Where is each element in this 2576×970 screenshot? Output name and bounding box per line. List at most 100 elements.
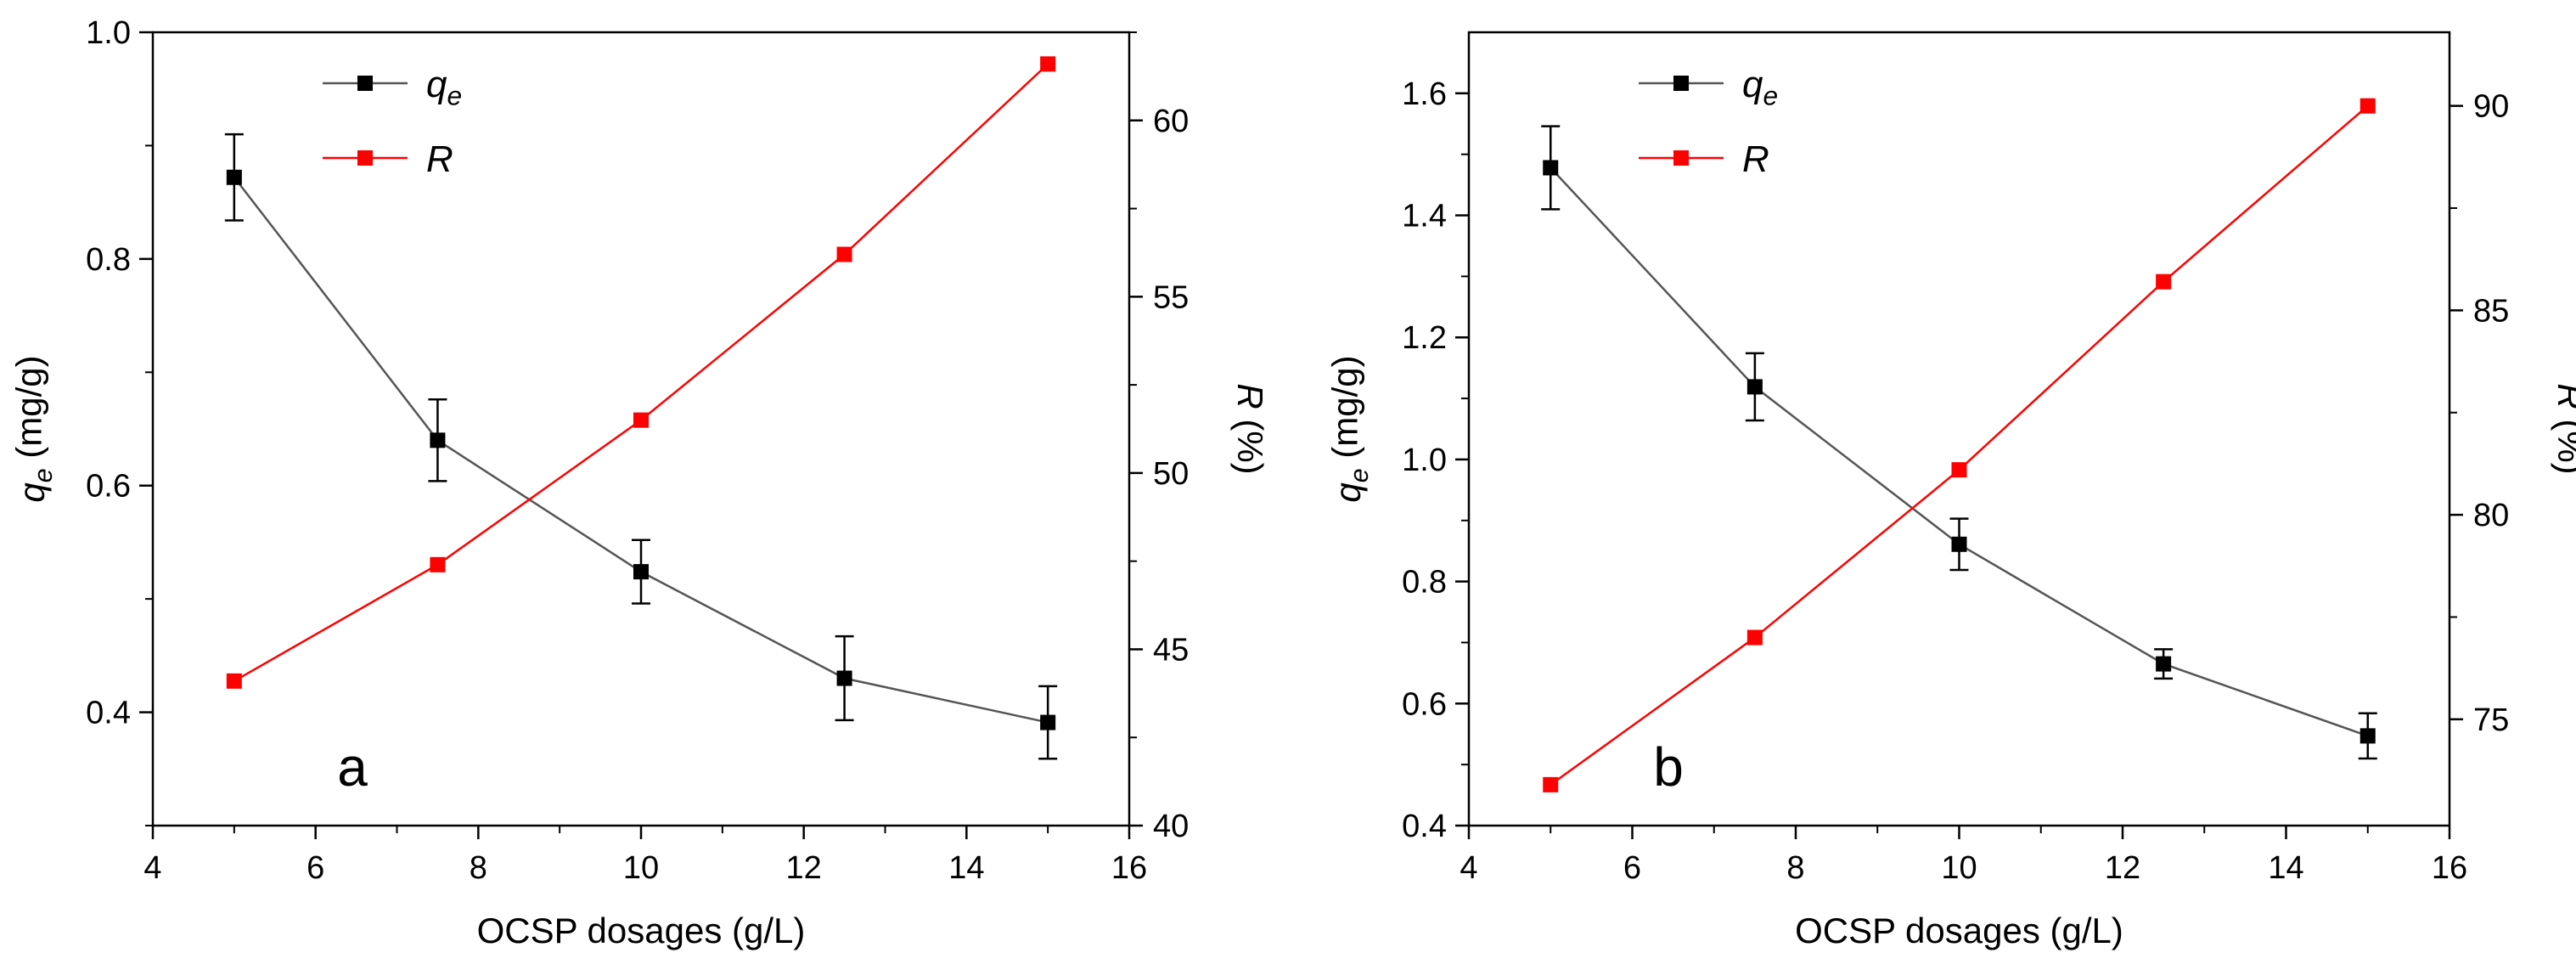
y2-tick-label: 80 [2473,498,2509,533]
legend-label-qe: qe [426,64,462,111]
plot-frame [1467,31,2451,827]
series-line [1550,104,2369,786]
legend-marker-R [1673,150,1689,166]
legend-label-qe-subscript: e [447,81,462,111]
y2-tick-label: 45 [1153,632,1189,668]
panel-a: 4 6 8 10 12 14 16 0.4 0.6 0.8 1.0 40 45 50 55 60 OCSP do… [8,15,1270,950]
data-point [2359,728,2376,744]
y2-tick-label: 60 [1153,104,1189,139]
series-R [226,56,1056,689]
x-tick-label: 10 [623,850,659,886]
y-tick-label: 1.6 [1402,76,1447,112]
legend-label-R-symbol: R [426,138,453,180]
data-point [1040,714,1056,730]
y2-axis-title-symbol: R [2551,383,2576,409]
panel-label: b [1653,736,1684,798]
data-point [1543,160,1559,176]
y-axis-title: qe (mg/g) [8,355,58,502]
legend-marker-R [357,150,373,166]
y-axis-title-units: (mg/g) [1325,355,1364,468]
data-point [430,556,446,572]
y-tick-label: 0.6 [1402,686,1447,722]
legend-label-qe-subscript: e [1763,81,1778,111]
x-tick-label: 16 [1111,850,1147,886]
x-tick-label: 14 [2268,850,2303,886]
legend-marker-qe [1673,76,1689,91]
panel-label: a [337,736,368,798]
legend-label-qe-symbol: q [1742,64,1763,105]
legend-label-R: R [426,138,453,180]
y-tick-label: 0.6 [86,469,131,505]
x-tick-label: 8 [1786,850,1804,886]
x-tick-label: 6 [1623,850,1641,886]
data-point [633,564,649,580]
y-axis-title-subscript: e [1346,468,1374,482]
x-tick-label: 10 [1941,850,1977,886]
x-tick-label: 4 [1460,850,1477,886]
y-axis-title-subscript: e [30,468,58,482]
panel-b: 4 6 8 10 12 14 16 0.4 0.6 0.8 1.0 1.2 1.4 1.6 75 80 85 90… [1325,31,2576,950]
series-qe [1541,125,2377,760]
data-point [430,432,446,448]
data-point [1543,776,1559,792]
data-point [836,670,852,686]
data-point [1951,462,1967,478]
x-axis-title: OCSP dosages (g/L) [477,911,806,950]
legend-marker-qe [357,76,373,91]
legend-label-R-symbol: R [1742,138,1769,180]
data-point [633,412,649,428]
y-tick-label: 1.2 [1402,320,1447,356]
y-axis-title-symbol: q [12,482,52,503]
data-point [2156,274,2172,290]
series-qe [224,133,1058,760]
series-line [233,177,1049,724]
y-tick-label: 0.4 [86,696,131,731]
y2-tick-label: 40 [1153,809,1189,844]
x-tick-label: 16 [2432,850,2467,886]
data-point [1040,56,1056,72]
y-axis-title-symbol: q [1328,482,1368,503]
x-tick-label: 6 [307,850,324,886]
y2-axis-title-units: (%) [2551,409,2576,475]
data-point [836,246,852,262]
series-R [1543,98,2376,792]
y-tick-label: 0.8 [86,242,131,278]
y-axis-title: qe (mg/g) [1325,355,1374,502]
y-tick-label: 1.4 [1402,199,1447,234]
data-point [226,673,242,689]
x-tick-label: 8 [470,850,487,886]
x-axis-title: OCSP dosages (g/L) [1795,911,2123,950]
x-tick-label: 4 [143,850,161,886]
x-tick-label: 14 [948,850,984,886]
y-tick-label: 0.4 [1402,809,1447,844]
data-point [2156,656,2172,672]
y-tick-label: 0.8 [1402,565,1447,601]
y2-axis-title: R (%) [1230,383,1270,474]
y-tick-label: 1.0 [1402,443,1447,478]
legend-label-qe-symbol: q [426,64,447,105]
x-tick-label: 12 [786,850,822,886]
y2-axis-title: R (%) [2551,383,2576,474]
legend: qeR [1639,64,1778,180]
data-point [1746,629,1763,646]
y2-axis-title-symbol: R [1230,383,1270,409]
y2-tick-label: 55 [1153,279,1189,315]
y2-axis-title-units: (%) [1230,409,1270,475]
plot-frame [151,31,1131,827]
legend: qeR [323,64,462,180]
y2-tick-label: 90 [2473,89,2509,125]
y-axis-title-units: (mg/g) [8,355,48,468]
y2-tick-label: 50 [1153,456,1189,492]
legend-label-R: R [1742,138,1769,180]
y-tick-label: 1.0 [86,15,131,51]
x-tick-label: 12 [2105,850,2140,886]
y2-tick-label: 85 [2473,293,2509,329]
data-point [1746,379,1763,395]
legend-label-qe: qe [1742,64,1778,111]
data-point [2359,98,2376,114]
series-line [1550,166,2369,737]
data-point [226,169,242,185]
y2-tick-label: 75 [2473,702,2509,738]
data-point [1951,536,1967,552]
